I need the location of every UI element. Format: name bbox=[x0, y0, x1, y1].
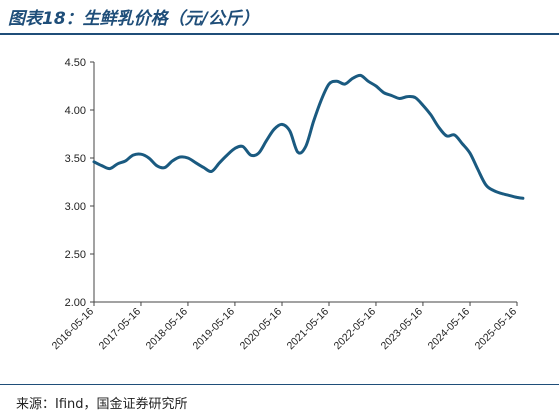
data-point bbox=[257, 152, 260, 154]
series-line bbox=[92, 73, 525, 200]
data-point bbox=[383, 91, 385, 94]
data-point bbox=[461, 142, 464, 145]
data-point bbox=[187, 157, 189, 159]
data-point bbox=[516, 196, 518, 199]
data-point bbox=[148, 157, 150, 159]
data-point bbox=[336, 80, 338, 82]
data-point bbox=[101, 164, 103, 167]
data-point bbox=[367, 80, 369, 82]
y-tick-label: 3.50 bbox=[65, 153, 86, 165]
x-tick-label: 2021-05-16 bbox=[285, 306, 332, 353]
data-point bbox=[140, 153, 142, 155]
x-tick-label: 2024-05-16 bbox=[426, 306, 473, 353]
data-point bbox=[124, 160, 127, 162]
data-point bbox=[485, 184, 487, 186]
data-point bbox=[265, 139, 268, 142]
data-point bbox=[391, 94, 393, 97]
data-point bbox=[375, 85, 377, 87]
data-point bbox=[171, 160, 174, 162]
x-tick-label: 2023-05-16 bbox=[379, 306, 426, 353]
data-point bbox=[469, 152, 471, 154]
data-point bbox=[359, 74, 362, 77]
x-axis-ticks: 2016-05-16 2017-05-16 2018-05-16 2019-05-16… bbox=[50, 302, 520, 353]
data-point bbox=[234, 147, 236, 150]
x-tick-label: 2020-05-16 bbox=[238, 306, 285, 353]
data-point bbox=[477, 168, 479, 171]
data-point bbox=[249, 154, 252, 156]
footer-divider bbox=[0, 384, 559, 385]
title-divider bbox=[0, 33, 559, 35]
data-point bbox=[328, 83, 330, 85]
data-point bbox=[226, 154, 228, 156]
data-point bbox=[398, 97, 401, 100]
y-tick-label: 4.00 bbox=[65, 105, 86, 117]
y-tick-label: 2.00 bbox=[65, 297, 86, 309]
x-tick-label: 2019-05-16 bbox=[191, 306, 238, 353]
data-point bbox=[406, 95, 409, 98]
data-point bbox=[445, 135, 448, 137]
data-point bbox=[522, 197, 524, 200]
chart-title: 图表18：生鲜乳价格（元/公斤） bbox=[8, 9, 259, 29]
data-point bbox=[109, 167, 111, 170]
y-tick-label: 3.00 bbox=[65, 201, 86, 213]
y-tick-label: 4.50 bbox=[65, 57, 86, 69]
data-point bbox=[320, 99, 322, 102]
x-tick-label: 2018-05-16 bbox=[144, 306, 191, 353]
data-point bbox=[492, 189, 495, 192]
x-tick-label: 2016-05-16 bbox=[50, 306, 97, 353]
data-point bbox=[218, 162, 221, 164]
data-point bbox=[414, 96, 416, 99]
data-point bbox=[210, 170, 213, 173]
data-point bbox=[281, 123, 283, 126]
data-point bbox=[422, 104, 424, 106]
data-point bbox=[351, 77, 354, 80]
data-point bbox=[242, 145, 244, 148]
data-point bbox=[508, 194, 510, 197]
data-point bbox=[273, 128, 276, 130]
data-point bbox=[297, 151, 299, 153]
y-axis-ticks: 2.00 2.50 3.00 3.50 4.00 4.50 bbox=[65, 57, 94, 309]
data-point bbox=[93, 161, 95, 163]
data-point bbox=[195, 162, 197, 164]
x-tick-label: 2022-05-16 bbox=[332, 306, 379, 353]
data-point bbox=[289, 130, 291, 132]
series-group bbox=[92, 73, 525, 200]
data-point bbox=[163, 166, 166, 169]
data-point bbox=[203, 166, 205, 169]
x-tick-label: 2017-05-16 bbox=[97, 306, 144, 353]
data-point bbox=[156, 164, 158, 167]
data-point bbox=[453, 134, 456, 136]
data-point bbox=[132, 154, 134, 156]
y-tick-label: 2.50 bbox=[65, 249, 86, 261]
data-point bbox=[500, 192, 503, 195]
data-point bbox=[430, 114, 432, 116]
data-point bbox=[116, 163, 119, 165]
data-point bbox=[344, 83, 346, 85]
axes bbox=[93, 62, 517, 303]
data-point bbox=[438, 126, 440, 129]
data-point bbox=[179, 156, 181, 158]
source-note: 来源：Ifind，国金证券研究所 bbox=[16, 397, 188, 412]
data-point bbox=[304, 145, 307, 148]
x-tick-label: 2025-05-16 bbox=[473, 306, 520, 353]
data-point bbox=[312, 120, 315, 123]
